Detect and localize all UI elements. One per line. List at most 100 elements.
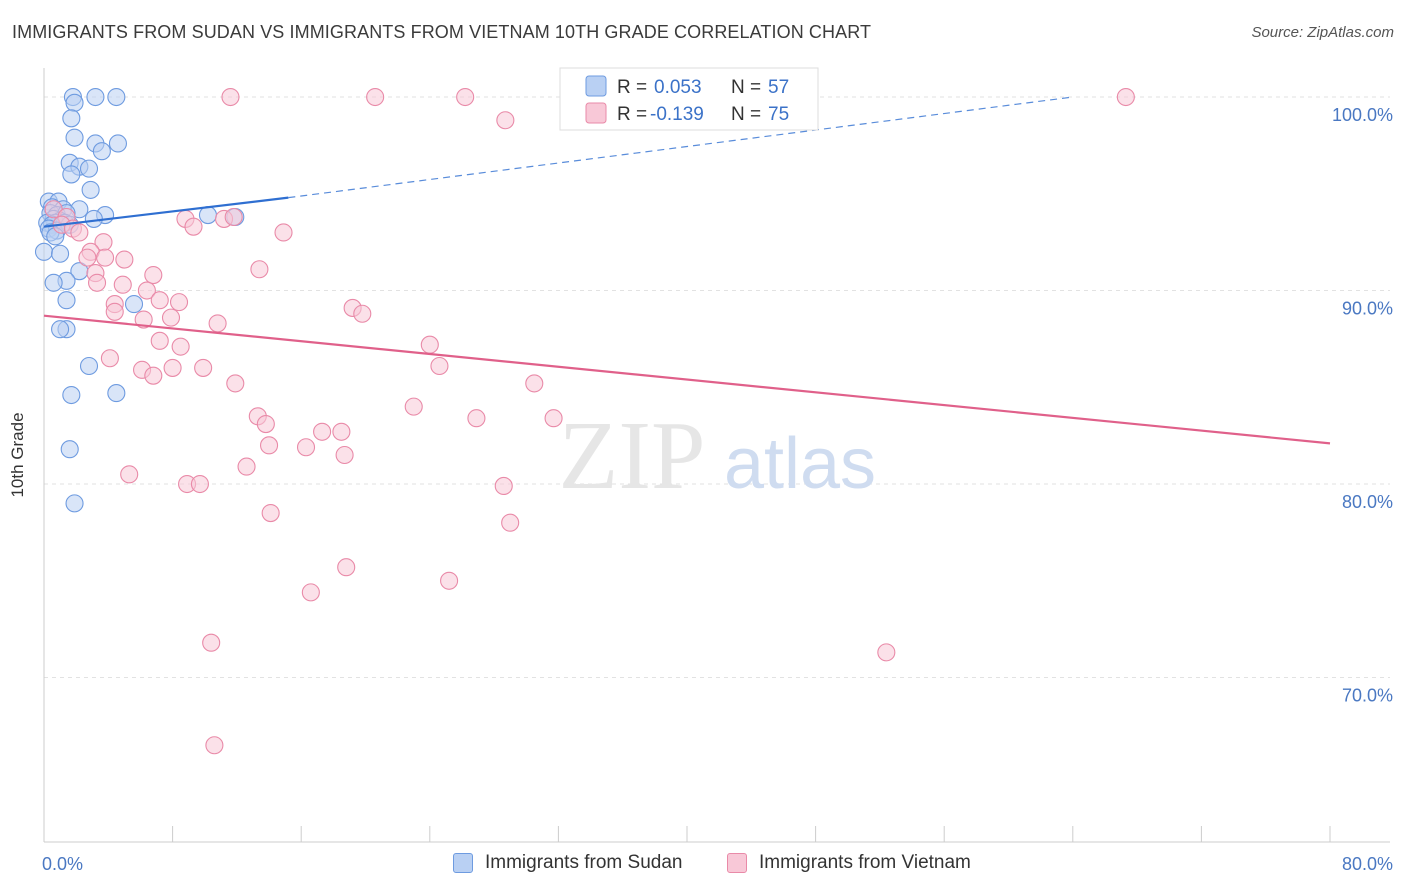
point-vietnam — [259, 436, 279, 455]
point-sudan — [51, 244, 70, 263]
legend-r-value-vietnam: -0.139 — [650, 104, 704, 125]
point-vietnam — [256, 414, 275, 434]
series-legend-item-sudan[interactable]: Immigrants from Sudan — [453, 852, 682, 874]
point-vietnam — [467, 409, 486, 428]
point-sudan — [65, 93, 84, 112]
watermark: ZIP atlas — [559, 402, 877, 510]
chart-title: IMMIGRANTS FROM SUDAN VS IMMIGRANTS FROM… — [12, 22, 872, 42]
point-vietnam — [161, 308, 181, 327]
trend-line-vietnam — [43, 314, 1331, 445]
point-sudan — [86, 87, 105, 107]
point-sudan — [107, 384, 126, 403]
point-vietnam — [430, 356, 449, 376]
legend-swatch-vietnam — [585, 102, 607, 124]
point-vietnam — [366, 87, 385, 107]
point-vietnam — [877, 643, 896, 662]
point-sudan — [51, 320, 70, 339]
point-vietnam — [169, 293, 189, 312]
point-vietnam — [221, 87, 240, 107]
point-vietnam — [237, 457, 256, 476]
grid-lines — [44, 96, 1390, 679]
point-sudan — [65, 128, 84, 147]
legend-r-label-vietnam: R = — [617, 104, 647, 125]
point-sudan — [81, 180, 100, 199]
point-vietnam — [301, 583, 320, 602]
point-vietnam — [440, 571, 459, 590]
point-vietnam — [144, 366, 163, 385]
point-sudan — [44, 273, 63, 292]
x-tick-label: 0.0% — [42, 854, 83, 874]
point-sudan — [62, 165, 81, 184]
point-vietnam — [332, 422, 351, 441]
data-points — [34, 87, 1135, 755]
trend-lines — [43, 96, 1331, 445]
point-vietnam — [137, 281, 156, 300]
chart-source: Source: ZipAtlas.com — [1251, 24, 1394, 41]
legend-n-value-vietnam: 75 — [768, 104, 789, 125]
point-vietnam — [250, 260, 269, 279]
point-vietnam — [313, 422, 332, 441]
point-sudan — [57, 291, 76, 310]
point-vietnam — [87, 273, 107, 292]
x-tick-label: 80.0% — [1342, 854, 1393, 874]
series-legend-label-vietnam: Immigrants from Vietnam — [759, 852, 971, 873]
point-vietnam — [353, 304, 372, 323]
legend-r-value-sudan: 0.053 — [654, 77, 702, 98]
point-vietnam — [274, 223, 293, 242]
point-vietnam — [163, 358, 182, 377]
point-sudan — [92, 142, 111, 161]
series-legend-label-sudan: Immigrants from Sudan — [485, 852, 683, 873]
point-vietnam — [337, 558, 356, 577]
point-vietnam — [190, 474, 209, 494]
y-tick-label: 80.0% — [1342, 492, 1393, 512]
y-tick-label: 100.0% — [1332, 105, 1393, 125]
point-vietnam — [208, 314, 227, 333]
point-vietnam — [205, 736, 224, 755]
series-legend-swatch-sudan — [453, 853, 473, 873]
point-sudan — [65, 494, 84, 513]
point-sudan — [124, 295, 144, 314]
point-vietnam — [105, 302, 124, 321]
legend-n-label-vietnam: N = — [731, 104, 761, 125]
watermark-zip: ZIP — [559, 402, 706, 510]
point-vietnam — [115, 250, 134, 269]
point-vietnam — [296, 438, 316, 457]
point-vietnam — [501, 513, 520, 532]
point-sudan — [34, 242, 54, 261]
point-vietnam — [335, 445, 354, 465]
point-vietnam — [525, 374, 544, 393]
series-legend-item-vietnam[interactable]: Immigrants from Vietnam — [727, 852, 971, 874]
y-tick-label: 70.0% — [1342, 686, 1393, 706]
watermark-atlas: atlas — [724, 424, 876, 504]
point-vietnam — [456, 87, 475, 107]
point-vietnam — [70, 223, 89, 242]
legend-n-value-sudan: 57 — [768, 77, 789, 98]
stats-legend: R = 0.053 N = 57 R = -0.139 N = 75 — [559, 67, 819, 131]
point-vietnam — [78, 248, 97, 267]
point-sudan — [62, 385, 81, 405]
legend-swatch-sudan — [585, 75, 607, 97]
point-sudan — [79, 356, 99, 376]
point-vietnam — [150, 291, 169, 310]
point-vietnam — [224, 207, 243, 227]
point-vietnam — [496, 111, 515, 130]
point-vietnam — [226, 374, 245, 393]
point-vietnam — [194, 358, 213, 377]
point-vietnam — [113, 275, 132, 294]
point-sudan — [198, 206, 218, 225]
point-vietnam — [134, 310, 153, 329]
point-vietnam — [544, 409, 563, 428]
point-vietnam — [100, 349, 119, 368]
point-vietnam — [494, 476, 513, 496]
point-sudan — [108, 134, 127, 153]
tick-labels: 100.0% 90.0% 80.0% 70.0% 0.0% 80.0% — [42, 105, 1393, 874]
point-sudan — [62, 109, 81, 128]
legend-r-label-sudan: R = — [617, 77, 647, 98]
point-vietnam — [420, 335, 439, 354]
point-vietnam — [96, 248, 115, 267]
point-sudan — [84, 209, 103, 228]
point-vietnam — [184, 217, 203, 236]
point-vietnam — [404, 397, 423, 416]
trend-line-sudan — [43, 196, 289, 228]
